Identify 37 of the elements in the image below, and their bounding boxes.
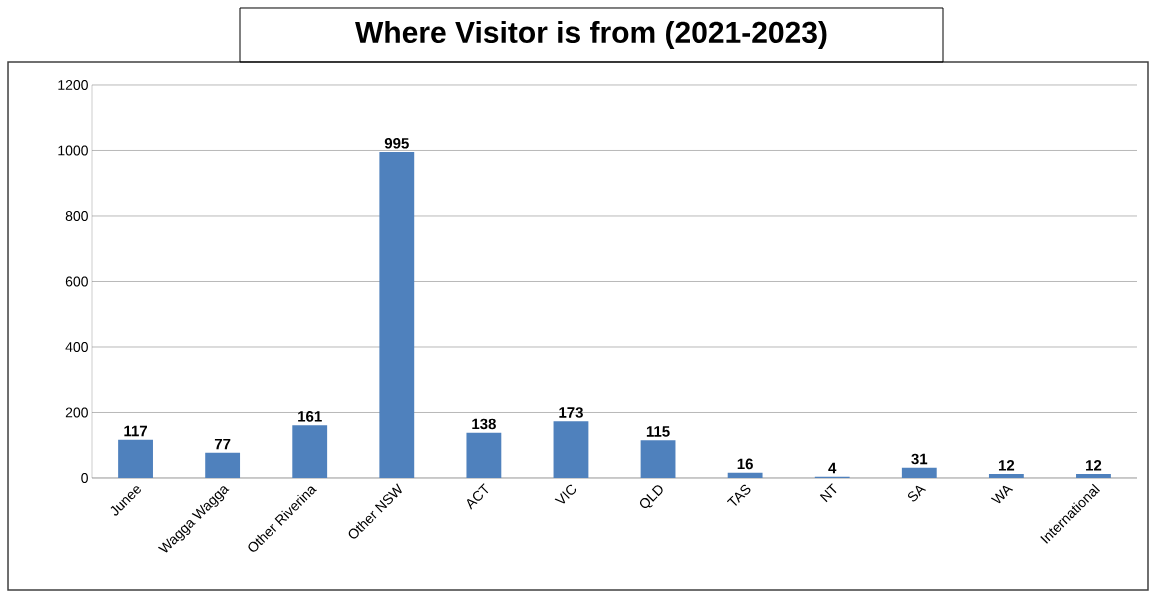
data-label: 995	[384, 137, 409, 149]
data-label: 4	[828, 462, 837, 474]
bar	[292, 425, 328, 478]
bar	[118, 439, 153, 478]
bar	[466, 432, 502, 478]
bar	[379, 152, 415, 478]
y-tick-label: 800	[65, 211, 88, 221]
x-tick-label: VIC	[554, 484, 577, 504]
bar	[988, 474, 1024, 478]
data-label: 12	[998, 460, 1015, 471]
bar	[1076, 474, 1111, 478]
x-tick-label: TAS	[726, 484, 751, 506]
y-tick-label: 0	[81, 473, 88, 483]
data-label: 115	[646, 426, 670, 437]
bar	[901, 467, 937, 478]
data-label: 173	[559, 407, 583, 418]
data-label: 161	[298, 411, 322, 422]
y-tick-label: 400	[65, 342, 88, 352]
y-tick-label: 200	[65, 407, 88, 418]
data-label: 31	[911, 453, 928, 465]
bar	[205, 452, 241, 478]
bar	[553, 421, 589, 478]
chart-title: Where Visitor is from (2021-2023)	[355, 21, 827, 49]
y-tick-label: 1200	[58, 80, 88, 90]
data-label: 16	[737, 458, 753, 470]
x-tick-label: SA	[907, 485, 927, 502]
x-tick-label: WA	[990, 485, 1014, 504]
bar	[727, 472, 763, 478]
bar	[640, 440, 676, 478]
data-label: 138	[472, 418, 496, 430]
x-tick-label: QLD	[639, 485, 663, 509]
y-tick-label: 600	[65, 276, 88, 287]
x-tick-label: NT	[819, 483, 837, 503]
data-label: 77	[214, 438, 231, 450]
data-label: 117	[124, 425, 147, 437]
data-label: 12	[1086, 460, 1102, 471]
y-tick-label: 1000	[58, 145, 88, 156]
